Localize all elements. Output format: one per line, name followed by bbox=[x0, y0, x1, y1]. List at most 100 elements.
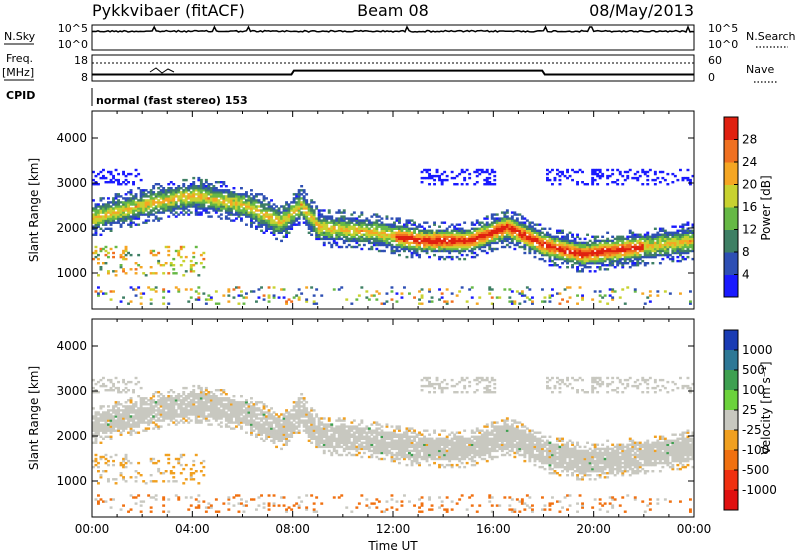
echo-cell bbox=[543, 227, 547, 230]
echo-cell bbox=[250, 413, 253, 416]
echo-cell bbox=[403, 235, 406, 238]
echo-cell bbox=[139, 207, 143, 210]
echo-cell bbox=[282, 288, 286, 291]
echo-cell bbox=[435, 245, 439, 249]
echo-cell bbox=[154, 195, 158, 198]
echo-cell bbox=[478, 296, 482, 299]
echo-cell bbox=[207, 409, 211, 412]
echo-cell bbox=[164, 245, 168, 249]
echo-cell bbox=[152, 395, 156, 398]
echo-cell bbox=[219, 401, 223, 404]
echo-cell bbox=[498, 229, 502, 232]
echo-cell bbox=[267, 223, 271, 226]
echo-cell bbox=[134, 268, 138, 271]
echo-cell bbox=[453, 225, 457, 228]
echo-cell bbox=[370, 229, 374, 232]
echo-cell bbox=[174, 415, 178, 418]
echo-cell bbox=[134, 262, 138, 265]
echo-cell bbox=[297, 298, 301, 301]
echo-cell bbox=[330, 235, 334, 238]
echo-cell bbox=[285, 209, 288, 212]
echo-cell bbox=[199, 203, 203, 206]
echo-cell bbox=[573, 170, 577, 174]
echo-cell bbox=[214, 389, 218, 392]
echo-cell bbox=[483, 229, 487, 232]
echo-cell bbox=[628, 259, 632, 263]
echo-cell bbox=[460, 183, 464, 186]
echo-cell bbox=[240, 205, 243, 208]
echo-cell bbox=[117, 421, 120, 424]
echo-cell bbox=[433, 233, 436, 236]
echo-cell bbox=[307, 207, 311, 210]
echo-cell bbox=[493, 233, 497, 236]
echo-cell bbox=[546, 247, 549, 251]
echo-cell bbox=[515, 243, 519, 247]
echo-cell bbox=[149, 496, 153, 499]
echo-cell bbox=[119, 403, 123, 406]
echo-cell bbox=[460, 247, 464, 251]
echo-cell bbox=[204, 181, 208, 184]
echo-cell bbox=[631, 239, 635, 243]
echo-cell bbox=[257, 219, 261, 222]
echo-cell bbox=[280, 229, 283, 232]
echo-cell bbox=[139, 302, 143, 305]
echo-cell bbox=[380, 229, 384, 232]
echo-cell bbox=[320, 225, 324, 228]
echo-cell bbox=[410, 241, 414, 245]
echo-cell bbox=[94, 251, 98, 255]
echo-cell bbox=[162, 264, 166, 267]
echo-cell bbox=[129, 199, 133, 202]
echo-cell bbox=[157, 399, 161, 402]
echo-cell bbox=[548, 296, 552, 299]
echo-cell bbox=[207, 502, 211, 505]
echo-cell bbox=[139, 199, 143, 202]
echo-cell bbox=[184, 409, 188, 412]
echo-cell bbox=[490, 231, 494, 234]
echo-cell bbox=[154, 211, 158, 214]
echo-cell bbox=[134, 423, 138, 426]
echo-cell bbox=[666, 249, 670, 253]
echo-cell bbox=[167, 189, 171, 192]
echo-cell bbox=[262, 195, 266, 198]
echo-cell bbox=[513, 221, 517, 224]
echo-cell bbox=[403, 223, 406, 226]
echo-cell bbox=[157, 401, 161, 404]
echo-cell bbox=[571, 259, 574, 263]
echo-cell bbox=[149, 506, 153, 509]
echo-cell bbox=[671, 233, 675, 236]
echo-cell bbox=[277, 225, 281, 228]
echo-cell bbox=[194, 211, 198, 214]
echo-cell bbox=[127, 211, 130, 214]
echo-cell bbox=[207, 407, 211, 410]
echo-cell bbox=[242, 415, 246, 418]
echo-cell bbox=[377, 219, 381, 222]
echo-cell bbox=[255, 219, 258, 222]
echo-cell bbox=[202, 189, 206, 192]
echo-cell bbox=[127, 405, 130, 408]
echo-cell bbox=[561, 229, 564, 232]
echo-cell bbox=[628, 229, 632, 232]
echo-cell bbox=[460, 168, 464, 172]
echo-cell bbox=[576, 249, 579, 253]
echo-cell bbox=[250, 419, 253, 422]
echo-cell bbox=[117, 195, 120, 198]
echo-cell bbox=[573, 255, 577, 259]
echo-cell bbox=[124, 201, 128, 204]
echo-cell bbox=[142, 221, 146, 224]
echo-cell bbox=[473, 235, 477, 238]
echo-cell bbox=[631, 245, 635, 249]
echo-cell bbox=[596, 255, 600, 259]
echo-cell bbox=[653, 253, 657, 257]
echo-cell bbox=[184, 411, 188, 414]
echo-cell bbox=[245, 409, 248, 412]
echo-cell bbox=[104, 211, 108, 214]
echo-cell bbox=[132, 183, 135, 186]
echo-cell bbox=[102, 223, 105, 226]
echo-cell bbox=[367, 223, 371, 226]
echo-cell bbox=[119, 215, 123, 218]
echo-cell bbox=[192, 181, 196, 184]
echo-cell bbox=[553, 235, 557, 238]
echo-cell bbox=[159, 207, 163, 210]
echo-cell bbox=[134, 168, 138, 172]
echo-cell bbox=[643, 233, 647, 236]
